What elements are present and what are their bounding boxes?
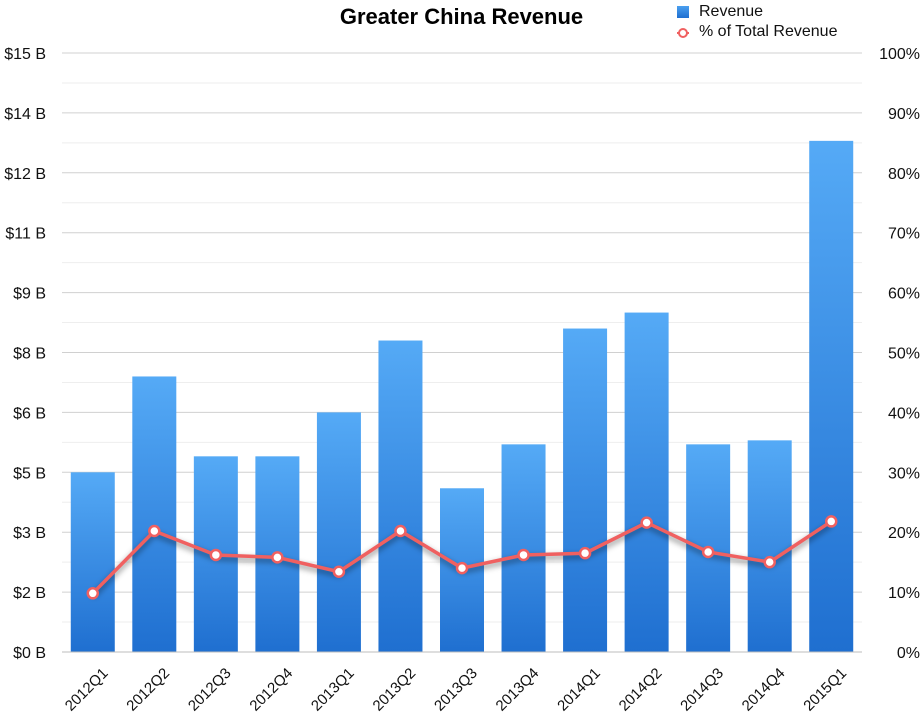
bar [624,312,669,652]
percent-point [640,516,653,529]
x-tick-label: 2013Q2 [370,665,420,715]
bar [316,412,361,652]
x-tick-label: 2014Q4 [739,665,789,715]
x-tick-label: 2014Q3 [677,665,727,715]
legend-swatch-revenue [677,6,689,18]
bar [501,444,546,652]
right-tick-label: 70% [888,226,920,243]
legend-label-revenue: Revenue [699,3,764,20]
bars [70,140,854,652]
chart-title: Greater China Revenue [339,4,584,29]
left-tick-label: $12 B [4,166,46,183]
right-tick-label: 20% [888,525,920,542]
x-tick-label: 2012Q1 [62,665,112,715]
legend-item-revenue: Revenue [677,2,837,22]
percent-point [271,551,284,564]
legend: Revenue % of Total Revenue [677,2,837,42]
x-tick-label: 2013Q4 [493,665,543,715]
bar [378,340,423,652]
x-tick-label: 2014Q2 [616,665,666,715]
percent-point [332,565,346,578]
x-tick-label: 2013Q3 [431,665,481,715]
left-tick-label: $3 B [13,525,46,542]
x-tick-label: 2014Q1 [554,665,604,715]
right-tick-label: 30% [888,465,920,482]
percent-point [394,524,407,538]
right-tick-label: 80% [888,166,920,183]
bar [563,328,608,652]
right-tick-label: 60% [888,286,920,303]
bar [70,472,115,652]
percent-point [701,545,715,559]
right-tick-label: 0% [897,645,920,662]
left-tick-label: $6 B [13,405,46,422]
left-tick-label: $2 B [13,585,46,602]
x-tick-label: 2012Q3 [185,665,235,715]
percent-point [824,515,838,528]
percent-line [86,515,838,600]
left-tick-label: $15 B [4,46,46,63]
x-tick-label: 2013Q1 [308,665,358,715]
percent-point [86,587,100,600]
left-tick-label: $8 B [13,346,46,363]
bar [132,376,177,652]
left-tick-label: $14 B [4,106,46,123]
right-tick-label: 50% [888,346,920,363]
right-tick-label: 90% [888,106,920,123]
left-tick-label: $0 B [13,645,46,662]
percent-point [455,561,469,575]
left-tick-label: $9 B [13,286,46,303]
percent-point [209,548,223,562]
percent-point [148,524,161,538]
bar [747,440,792,652]
percent-point [763,555,776,569]
left-tick-label: $11 B [5,226,46,243]
x-tick-label: 2012Q4 [246,665,296,715]
legend-item-percent: % of Total Revenue [677,22,837,42]
x-tick-label: 2012Q2 [123,665,173,715]
left-tick-label: $5 B [13,465,46,482]
x-tick-label: 2015Q1 [800,665,850,715]
bar [809,140,854,652]
right-tick-label: 10% [888,585,920,602]
legend-label-percent: % of Total Revenue [699,23,838,40]
percent-point [578,546,592,560]
right-tick-label: 40% [888,405,920,422]
right-tick-label: 100% [879,46,920,63]
percent-point [517,548,530,562]
legend-marker-percent [677,26,689,38]
